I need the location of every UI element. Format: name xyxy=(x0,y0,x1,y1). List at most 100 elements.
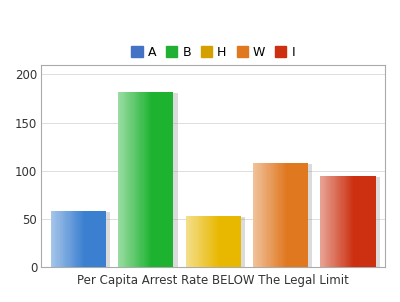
Bar xyxy=(73,211,74,267)
Bar xyxy=(334,175,335,267)
Bar xyxy=(253,163,254,267)
Bar xyxy=(129,92,130,267)
Bar xyxy=(53,211,54,267)
Bar xyxy=(253,163,308,267)
Bar xyxy=(199,216,200,267)
Bar xyxy=(327,175,328,267)
Bar xyxy=(280,163,282,267)
Bar xyxy=(349,175,350,267)
Bar xyxy=(192,216,193,267)
Bar xyxy=(322,175,324,267)
Bar xyxy=(283,163,284,267)
Bar xyxy=(66,211,68,267)
Bar xyxy=(65,211,66,267)
Bar xyxy=(332,175,334,267)
Bar xyxy=(262,163,263,267)
Bar xyxy=(190,216,191,267)
Bar xyxy=(148,92,149,267)
Bar xyxy=(125,92,126,267)
Bar xyxy=(257,163,258,267)
Bar xyxy=(136,92,137,267)
Bar xyxy=(270,163,271,267)
Bar xyxy=(126,92,127,267)
Bar xyxy=(201,216,202,267)
Bar xyxy=(320,175,322,267)
Bar xyxy=(62,211,63,267)
Legend: A, B, H, W, I: A, B, H, W, I xyxy=(126,41,300,64)
Bar xyxy=(204,216,206,267)
Bar xyxy=(187,216,188,267)
Bar xyxy=(120,93,178,267)
Bar xyxy=(216,216,218,267)
Bar xyxy=(278,163,280,267)
Bar xyxy=(213,216,214,267)
Bar xyxy=(329,175,330,267)
Bar xyxy=(206,216,208,267)
Bar xyxy=(120,92,122,267)
Bar xyxy=(209,216,210,267)
Bar xyxy=(188,216,189,267)
Bar xyxy=(71,211,72,267)
Bar xyxy=(277,163,278,267)
Bar xyxy=(77,211,78,267)
Bar xyxy=(260,163,261,267)
Bar xyxy=(208,216,209,267)
Bar xyxy=(51,211,106,267)
Bar xyxy=(342,175,344,267)
Bar xyxy=(134,92,135,267)
Bar xyxy=(266,163,267,267)
Bar xyxy=(138,92,139,267)
Bar xyxy=(338,175,339,267)
Bar xyxy=(135,92,136,267)
Bar xyxy=(193,216,194,267)
Bar xyxy=(139,92,140,267)
Bar xyxy=(51,211,52,267)
Bar xyxy=(144,92,145,267)
Bar xyxy=(263,163,264,267)
Bar xyxy=(118,92,119,267)
Bar xyxy=(352,175,354,267)
Bar xyxy=(322,176,380,267)
Bar xyxy=(284,163,285,267)
Bar xyxy=(81,211,82,267)
Bar xyxy=(336,175,337,267)
Bar xyxy=(285,163,286,267)
Bar xyxy=(347,175,348,267)
Bar xyxy=(187,217,245,267)
Bar xyxy=(127,92,128,267)
Bar xyxy=(75,211,76,267)
Bar xyxy=(335,175,336,267)
Bar xyxy=(339,175,340,267)
Bar xyxy=(74,211,75,267)
Bar xyxy=(60,211,61,267)
Bar xyxy=(340,175,341,267)
Bar xyxy=(52,212,110,267)
Bar xyxy=(273,163,274,267)
Bar xyxy=(210,216,211,267)
Bar xyxy=(214,216,216,267)
Bar xyxy=(83,211,84,267)
Bar xyxy=(80,211,81,267)
Bar xyxy=(337,175,338,267)
Bar xyxy=(254,163,255,267)
Bar xyxy=(63,211,64,267)
Bar xyxy=(351,175,352,267)
Bar xyxy=(52,211,53,267)
Bar xyxy=(202,216,203,267)
Bar xyxy=(64,211,65,267)
Bar xyxy=(256,163,257,267)
Bar xyxy=(150,92,151,267)
Bar xyxy=(324,175,325,267)
Bar xyxy=(68,211,70,267)
Bar xyxy=(61,211,62,267)
Bar xyxy=(130,92,132,267)
Bar xyxy=(344,175,345,267)
Bar xyxy=(264,163,265,267)
Bar xyxy=(196,216,197,267)
Bar xyxy=(274,163,275,267)
Bar xyxy=(200,216,201,267)
Bar xyxy=(203,216,204,267)
Bar xyxy=(191,216,192,267)
Bar xyxy=(211,216,212,267)
Bar xyxy=(149,92,150,267)
